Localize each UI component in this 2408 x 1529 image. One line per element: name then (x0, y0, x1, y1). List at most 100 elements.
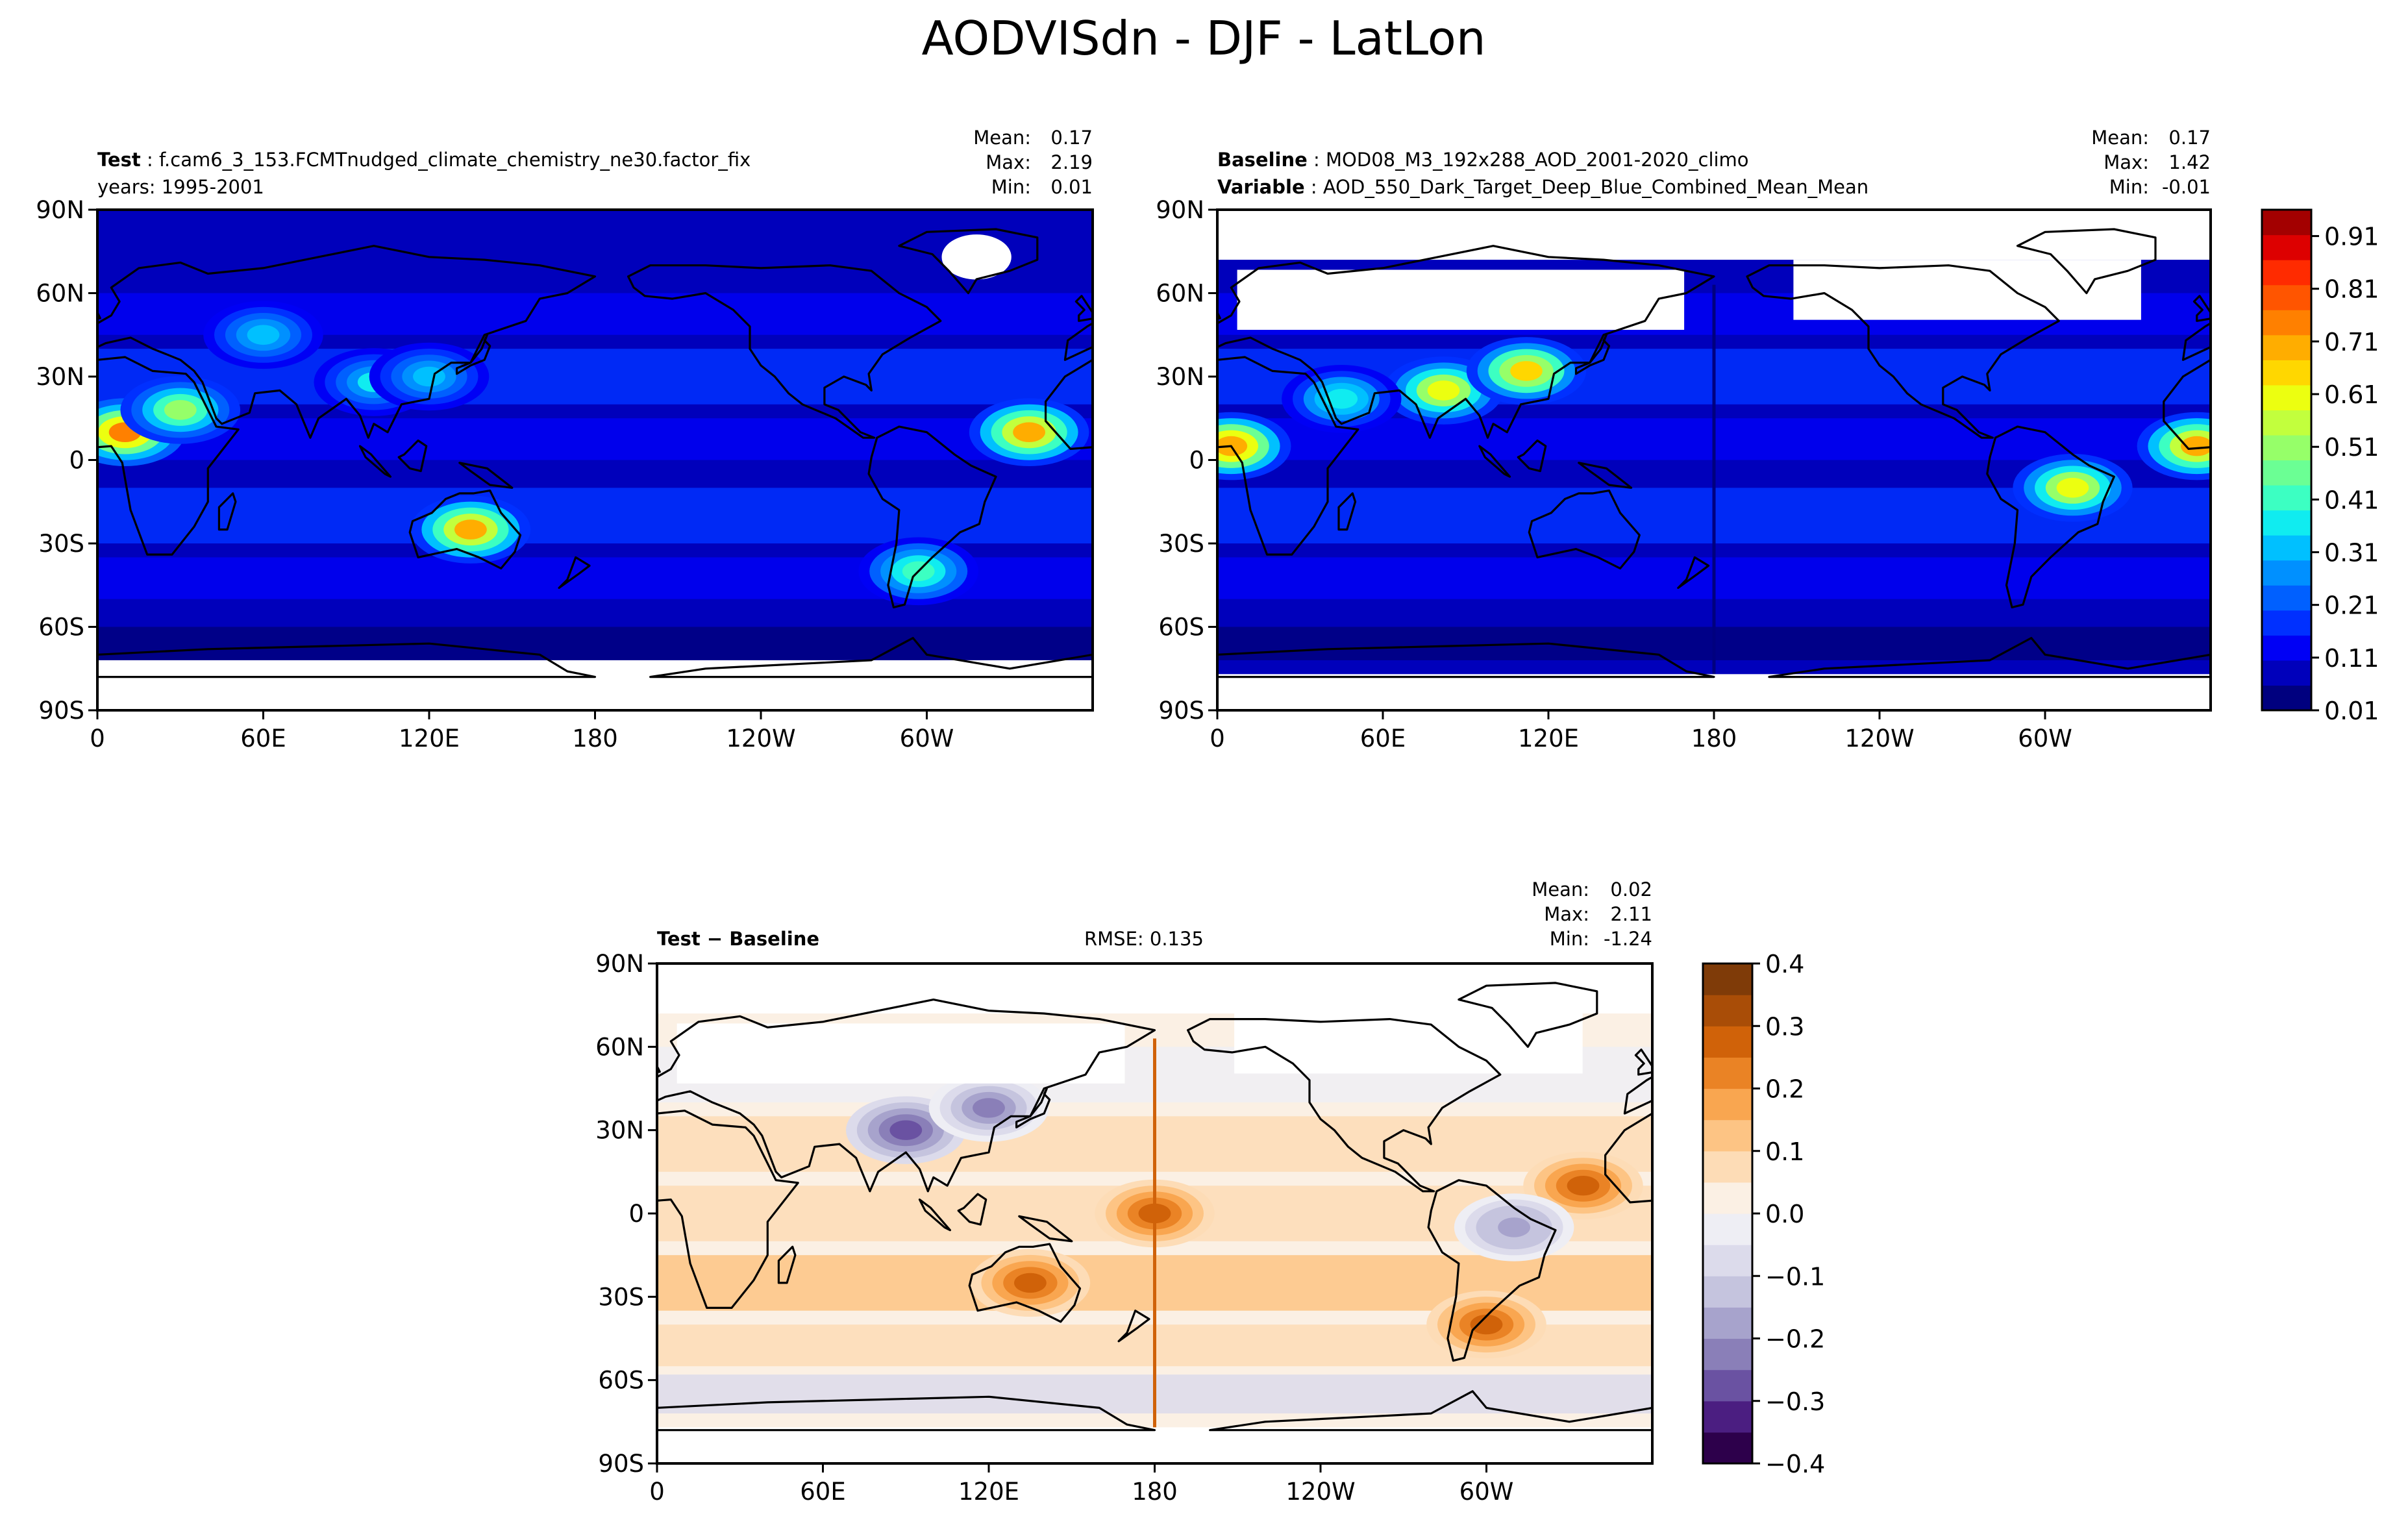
test-lat-tick-label: 30N (36, 363, 84, 391)
diff-lon-tick-label: 180 (1132, 1478, 1178, 1506)
colorbar-diff-swatch (1703, 1182, 1752, 1214)
diff-coast-africa (657, 1110, 1652, 1309)
baseline-variable-sep: : (1305, 176, 1323, 198)
diff-lat-tick-label: 60S (598, 1367, 644, 1395)
colorbar-diff-swatch (1703, 1369, 1752, 1402)
colorbar-aod-swatch (2262, 610, 2311, 636)
colorbar-diff-swatch (1703, 1338, 1752, 1371)
baseline-lat-tick-label: 30S (1158, 530, 1204, 558)
colorbar-aod-swatch (2262, 410, 2311, 436)
colorbar-diff-swatch (1703, 1432, 1752, 1464)
test-coast-africa (97, 356, 1093, 556)
baseline-lon-tick-label: 120E (1518, 725, 1579, 752)
test-hotspot (454, 519, 487, 540)
colorbar-aod-swatch (2262, 210, 2311, 236)
diff-field (657, 963, 1652, 1463)
test-max-value: 2.19 (1050, 151, 1093, 173)
test-lon-tick-label: 60E (240, 725, 286, 752)
baseline-hotspot (1510, 361, 1543, 381)
diff-lat-tick-label: 30S (598, 1283, 644, 1311)
test-coast-samerica (867, 425, 997, 609)
test-lon-tick-label: 180 (572, 725, 618, 752)
diff-hotspot (1567, 1176, 1600, 1196)
panel-diff: Test − Baseline RMSE: 0.135 Mean: 0.02 M… (595, 878, 1654, 1506)
baseline-lon-tick-label: 120W (1844, 725, 1914, 752)
baseline-missing-mask (1217, 674, 2211, 710)
diff-coast-australia (968, 1243, 1082, 1323)
colorbar-diff-swatch (1703, 1119, 1752, 1152)
colorbar-aod-swatch (2262, 460, 2311, 486)
baseline-coast-australia (1528, 490, 1641, 570)
test-coast-uk (97, 295, 1093, 322)
baseline-lat-tick-label: 0 (1189, 447, 1204, 475)
test-lon-tick-label: 60W (900, 725, 954, 752)
baseline-title-dataset: MOD08_M3_192x288_AOD_2001-2020_climo (1326, 149, 1749, 171)
test-coast-namerica (627, 264, 942, 439)
diff-hotspot (1014, 1273, 1047, 1293)
diff-coast-sumatra (918, 1199, 951, 1232)
baseline-title-sep: : (1308, 149, 1326, 171)
test-coast-australia (408, 490, 522, 570)
baseline-min-label: Min: (2109, 176, 2149, 198)
panel-baseline: Baseline : MOD08_M3_192x288_AOD_2001-202… (1156, 127, 2212, 752)
diff-lon-tick-label: 60W (1459, 1478, 1514, 1506)
diff-coastlines (657, 982, 1652, 1463)
test-field (97, 210, 1093, 710)
diff-min-value: -1.24 (1604, 928, 1652, 950)
colorbar-aod-tick-label: 0.91 (2324, 223, 2379, 251)
diff-coast-madagascar (777, 1245, 797, 1284)
colorbar-aod-tick-label: 0.01 (2324, 697, 2379, 725)
diff-lon-tick-label: 120W (1285, 1478, 1355, 1506)
diff-lat-tick-label: 60N (595, 1033, 644, 1061)
baseline-lat-tick-label: 60S (1158, 614, 1204, 641)
colorbar-aod-tick-label: 0.31 (2324, 539, 2379, 567)
baseline-coast-madagascar (1337, 492, 1357, 531)
diff-missing-mask (657, 1427, 1652, 1463)
colorbar-diff-swatch (1703, 1088, 1752, 1121)
colorbar-aod-swatch (2262, 284, 2311, 310)
diff-coast-ng (1018, 1215, 1073, 1243)
diff-lon-tick-label: 120E (958, 1478, 1019, 1506)
colorbar-diff-tick-label: 0.1 (1765, 1137, 1804, 1166)
diff-min-label: Min: (1550, 928, 1589, 950)
diff-hotspot (973, 1098, 1005, 1118)
colorbar-aod-tick-label: 0.21 (2324, 591, 2379, 620)
baseline-missing-mask (1217, 210, 2211, 260)
diff-coast-samerica (1427, 1179, 1557, 1362)
test-missing-mask (941, 234, 1012, 280)
baseline-coast-antarctica (1217, 637, 2211, 710)
colorbar-diff-swatch (1703, 1245, 1752, 1276)
colorbar-diff-tick-label: 0.4 (1765, 950, 1804, 978)
baseline-hotspot (1325, 389, 1358, 409)
colorbar-diff-tick-label: −0.1 (1765, 1262, 1825, 1291)
diff-rmse: RMSE: 0.135 (1084, 928, 1204, 950)
baseline-stats: Mean: 0.17 Max: 1.42 Min: -0.01 (2091, 127, 2211, 198)
baseline-coast-africa (1217, 356, 2211, 556)
colorbar-diff-tick-label: −0.2 (1765, 1325, 1825, 1354)
diff-hotspot (1470, 1314, 1503, 1335)
test-mean-label: Mean: (973, 127, 1031, 149)
colorbar-diff-tick-label: 0.2 (1765, 1075, 1804, 1104)
diff-lon-tick-label: 0 (649, 1478, 665, 1506)
colorbar-aod-swatch (2262, 585, 2311, 611)
colorbar-diff-swatch (1703, 1150, 1752, 1183)
baseline-coast-namerica (1746, 264, 2060, 439)
diff-stats: Mean: 0.02 Max: 2.11 Min: -1.24 (1532, 878, 1652, 950)
test-lat-tick-label: 30S (38, 530, 84, 558)
colorbar-aod-swatch (2262, 535, 2311, 561)
baseline-field (1217, 210, 2211, 710)
test-lat-tick-label: 0 (69, 447, 84, 475)
test-lon-tick-label: 0 (90, 725, 105, 752)
baseline-min-value: -0.01 (2162, 176, 2211, 198)
baseline-variable: Variable : AOD_550_Dark_Target_Deep_Blue… (1217, 176, 1868, 198)
diff-mean-label: Mean: (1532, 878, 1589, 901)
test-lon-tick-label: 120E (399, 725, 460, 752)
colorbar-diff-swatch (1703, 1307, 1752, 1339)
baseline-variable-name: AOD_550_Dark_Target_Deep_Blue_Combined_M… (1323, 176, 1868, 198)
diff-lat-tick-label: 0 (628, 1200, 644, 1228)
colorbar-diff-tick-label: 0.3 (1765, 1012, 1804, 1041)
baseline-coast-japan (1574, 334, 1611, 375)
colorbar-aod-tick-label: 0.41 (2324, 486, 2379, 514)
